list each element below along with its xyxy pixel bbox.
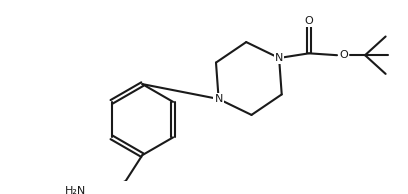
Text: H₂N: H₂N bbox=[65, 186, 86, 194]
Text: N: N bbox=[215, 94, 223, 104]
Text: O: O bbox=[305, 16, 313, 26]
Text: O: O bbox=[339, 50, 348, 60]
Text: N: N bbox=[275, 53, 283, 63]
